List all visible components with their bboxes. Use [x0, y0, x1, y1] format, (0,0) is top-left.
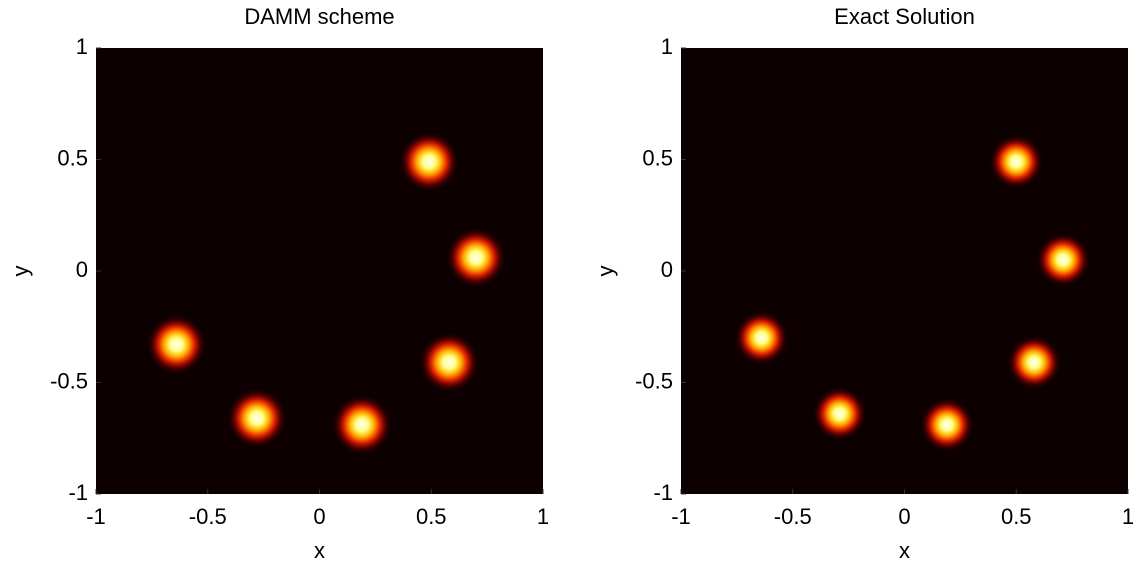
y-tick-label: 1	[661, 34, 673, 59]
x-tick-label: 0	[898, 504, 910, 529]
y-tick-label: -1	[653, 480, 673, 505]
x-tick-label: -1	[671, 504, 691, 529]
y-tick-label: 0.5	[57, 145, 88, 170]
blob	[445, 227, 506, 288]
y-tick-label: 1	[76, 34, 88, 59]
x-tick-label: -0.5	[774, 504, 812, 529]
chart-title: DAMM scheme	[244, 4, 394, 29]
blob	[331, 394, 392, 455]
x-tick-label: -0.5	[189, 504, 227, 529]
y-tick-label: 0	[661, 257, 673, 282]
y-tick-label: -1	[68, 480, 88, 505]
y-tick-label: 0.5	[642, 145, 673, 170]
blob	[226, 388, 287, 449]
x-tick-label: 0.5	[1001, 504, 1032, 529]
blob	[989, 134, 1044, 189]
x-axis-label: x	[314, 538, 325, 563]
chart-title: Exact Solution	[834, 4, 975, 29]
blob	[812, 386, 867, 441]
y-axis-label: y	[593, 266, 618, 277]
y-tick-label: -0.5	[50, 368, 88, 393]
blob	[734, 310, 789, 365]
y-tick-label: -0.5	[635, 368, 673, 393]
x-axis-label: x	[899, 538, 910, 563]
blob	[419, 332, 480, 393]
y-tick-label: 0	[76, 257, 88, 282]
x-tick-label: -1	[86, 504, 106, 529]
blob	[399, 131, 460, 192]
y-axis-label: y	[8, 266, 33, 277]
x-tick-label: 1	[537, 504, 549, 529]
blob	[1036, 232, 1091, 287]
blob	[146, 314, 207, 375]
x-tick-label: 0	[313, 504, 325, 529]
x-tick-label: 0.5	[416, 504, 447, 529]
x-tick-label: 1	[1122, 504, 1134, 529]
blob	[1007, 335, 1062, 390]
blob	[919, 397, 974, 452]
